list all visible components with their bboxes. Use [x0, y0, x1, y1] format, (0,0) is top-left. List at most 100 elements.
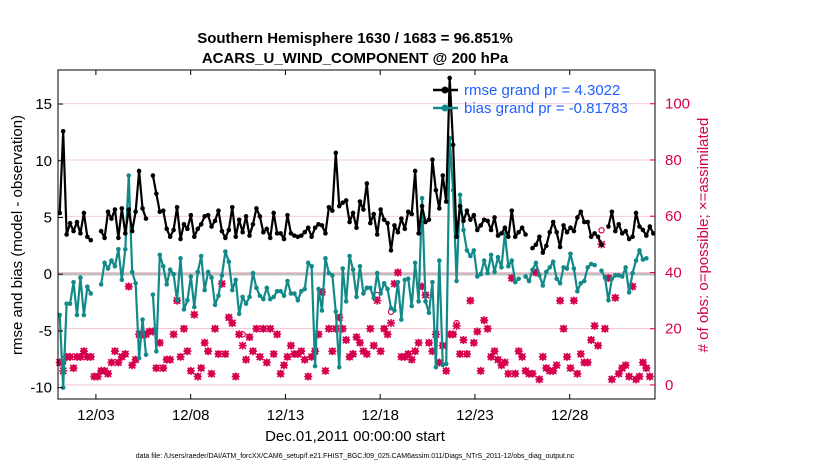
- obs-assimilated-marker: [204, 347, 213, 356]
- rmse-point: [267, 235, 273, 241]
- obs-assimilated-marker: [231, 372, 240, 381]
- obs-assimilated-marker: [404, 350, 413, 359]
- rmse-point: [243, 214, 249, 219]
- bias-point: [347, 253, 352, 259]
- rmse-point: [547, 229, 553, 235]
- obs-assimilated-marker: [507, 274, 516, 283]
- rmse-point: [305, 225, 311, 230]
- rmse-point: [419, 203, 425, 209]
- rmse-point: [461, 218, 466, 224]
- bias-point: [388, 305, 394, 311]
- rmse-point: [519, 225, 525, 230]
- bias-point: [333, 309, 339, 314]
- rmse-point: [447, 75, 452, 81]
- bias-point: [368, 285, 373, 291]
- bias-point: [599, 268, 604, 274]
- rmse-point: [457, 203, 463, 209]
- bias-point: [557, 280, 563, 286]
- bias-point: [102, 260, 107, 266]
- obs-assimilated-marker: [69, 364, 78, 373]
- bias-point: [319, 308, 325, 313]
- bias-point: [399, 317, 404, 322]
- rmse-point: [78, 231, 83, 236]
- rmse-point: [188, 212, 194, 218]
- rmse-point: [543, 243, 549, 249]
- obs-assimilated-marker: [373, 296, 382, 305]
- rmse-point: [181, 221, 187, 227]
- rmse-point: [105, 209, 111, 215]
- obs-assimilated-marker: [528, 369, 537, 378]
- rmse-point: [575, 215, 580, 220]
- obs-assimilated-marker: [487, 352, 496, 361]
- bias-point: [530, 267, 535, 272]
- obs-assimilated-marker: [300, 355, 309, 364]
- bias-point: [298, 288, 304, 294]
- series-layer: [55, 75, 656, 390]
- bias-point: [109, 258, 114, 263]
- obs-assimilated-marker: [110, 347, 119, 356]
- obs-assimilated-marker: [221, 350, 230, 359]
- obs-assimilated-marker: [611, 293, 620, 302]
- bias-point: [568, 251, 573, 257]
- rmse-point: [271, 210, 276, 216]
- obs-assimilated-marker: [321, 366, 330, 375]
- legend-rmse-marker: [441, 86, 449, 94]
- bias-point: [267, 296, 273, 302]
- bias-point: [336, 364, 342, 370]
- obs-assimilated-marker: [462, 350, 471, 359]
- rmse-point: [174, 204, 180, 210]
- obs-assimilated-marker: [131, 355, 140, 364]
- obs-assimilated-marker: [576, 350, 585, 359]
- plot-frame: [57, 69, 656, 400]
- bias-point: [492, 269, 497, 275]
- obs-assimilated-marker: [411, 347, 420, 356]
- bias-point: [247, 294, 252, 300]
- obs-assimilated-marker: [362, 350, 371, 359]
- rmse-point: [233, 234, 239, 240]
- rmse-point: [236, 217, 242, 223]
- obs-assimilated-marker: [490, 347, 499, 356]
- obs-assimilated-marker: [594, 341, 603, 350]
- rmse-point: [399, 216, 404, 221]
- obs-assimilated-marker: [483, 324, 492, 333]
- obs-assimilated-marker: [390, 279, 399, 288]
- rmse-point: [195, 226, 201, 232]
- bias-point: [640, 257, 646, 262]
- obs-assimilated-marker: [493, 355, 502, 364]
- bias-point: [430, 279, 435, 285]
- obs-assimilated-marker: [183, 347, 192, 356]
- obs-assimilated-marker: [317, 288, 326, 297]
- rmse-point: [381, 217, 387, 223]
- obs-assimilated-marker: [352, 333, 361, 342]
- rmse-point: [119, 206, 125, 211]
- rmse-point: [474, 227, 480, 233]
- obs-assimilated-marker: [563, 352, 572, 361]
- bias-point: [112, 263, 118, 269]
- rmse-point: [257, 214, 263, 219]
- bias-point: [285, 278, 290, 284]
- rmse-point: [409, 211, 415, 217]
- obs-assimilated-marker: [207, 369, 216, 378]
- obs-assimilated-marker: [456, 350, 465, 359]
- rmse-point: [471, 212, 477, 218]
- obs-assimilated-marker: [435, 358, 444, 367]
- obs-assimilated-marker: [600, 324, 609, 333]
- bias-point: [233, 277, 239, 283]
- rmse-point: [74, 219, 80, 225]
- obs-assimilated-marker: [349, 350, 358, 359]
- bias-point: [509, 258, 515, 263]
- obs-assimilated-marker: [469, 338, 478, 347]
- bias-point: [229, 287, 235, 293]
- bias-point: [116, 246, 121, 252]
- obs-assimilated-marker: [535, 375, 544, 384]
- rmse-point: [126, 207, 132, 212]
- bias-point: [209, 275, 214, 280]
- obs-assimilated-marker: [155, 338, 164, 347]
- rmse-point: [164, 226, 170, 232]
- obs-assimilated-marker: [531, 268, 540, 277]
- rmse-point: [440, 173, 446, 178]
- obs-assimilated-marker: [245, 333, 254, 342]
- legend-bias-label: bias grand pr = -0.81783: [464, 100, 628, 117]
- rmse-point: [423, 219, 428, 225]
- rmse-point: [616, 221, 622, 227]
